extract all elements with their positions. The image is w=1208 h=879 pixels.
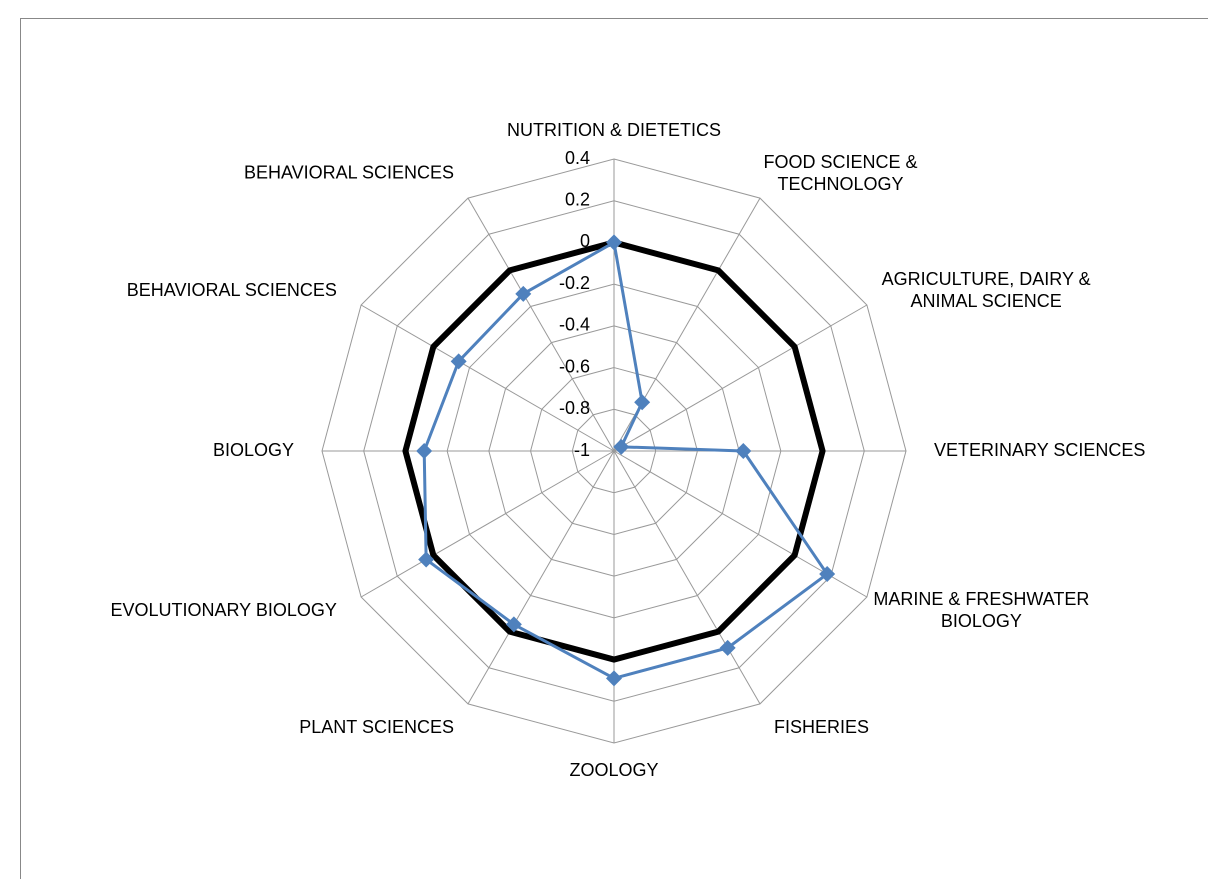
point-marker	[735, 443, 752, 459]
grid-spoke	[467, 197, 615, 452]
y-tick-label: -0.6	[559, 356, 590, 376]
y-tick-label: -0.2	[559, 273, 590, 293]
y-tick-label: 0	[580, 231, 590, 251]
category-label: AGRICULTURE, DAIRY & ANIMAL SCIENCE	[882, 269, 1091, 311]
category-label: BEHAVIORAL SCIENCES	[127, 280, 337, 300]
point-marker	[450, 353, 467, 370]
category-label: PLANT SCIENCES	[299, 717, 454, 737]
y-tick-label: -0.8	[559, 398, 590, 418]
point-marker	[505, 616, 522, 633]
category-label: NUTRITION & DIETETICS	[507, 120, 721, 140]
grid-spoke	[360, 304, 615, 452]
y-tick-label: -1	[574, 440, 590, 460]
category-label: ZOOLOGY	[569, 760, 658, 780]
category-label: BIOLOGY	[213, 440, 294, 460]
category-label: FISHERIES	[774, 717, 869, 737]
point-marker	[606, 670, 622, 687]
grid-spoke	[467, 450, 615, 705]
point-marker	[819, 566, 836, 583]
point-marker	[634, 394, 651, 411]
point-marker	[606, 234, 622, 251]
grid-spoke	[360, 450, 615, 598]
category-label: VETERINARY SCIENCES	[934, 440, 1145, 460]
category-label: BEHAVIORAL SCIENCES	[244, 163, 454, 183]
y-tick-label: 0.4	[565, 148, 590, 168]
point-marker	[418, 551, 435, 568]
category-label: MARINE & FRESHWATER BIOLOGY	[873, 589, 1089, 631]
y-tick-label: -0.4	[559, 315, 590, 335]
point-marker	[613, 438, 630, 455]
series-line	[402, 239, 826, 663]
category-label: FOOD SCIENCE & TECHNOLOGY	[763, 152, 917, 194]
grid-spoke	[613, 450, 761, 705]
y-tick-label: 0.2	[565, 189, 590, 209]
point-marker	[416, 443, 433, 459]
point-marker	[515, 285, 532, 302]
point-marker	[719, 639, 736, 656]
grid-spoke	[613, 304, 868, 452]
category-label: EVOLUTIONARY BIOLOGY	[110, 600, 336, 620]
